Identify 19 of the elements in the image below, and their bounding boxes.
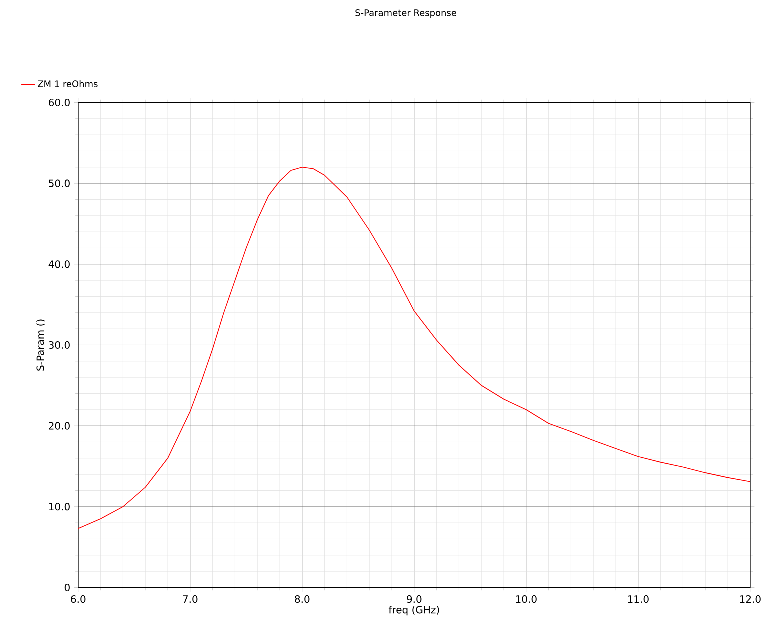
y-tick-label: 60.0 xyxy=(49,98,70,107)
x-tick-label: 8.0 xyxy=(295,596,310,604)
y-axis-title: S-Param () xyxy=(36,320,46,371)
chart-title: S-Parameter Response xyxy=(356,10,456,18)
x-tick-label: 12.0 xyxy=(740,596,761,604)
x-tick-label: 10.0 xyxy=(516,596,537,604)
x-tick-label: 7.0 xyxy=(183,596,198,604)
y-tick-label: 30.0 xyxy=(49,341,70,350)
y-tick-label: 50.0 xyxy=(49,180,70,188)
y-tick-label: 0 xyxy=(64,584,70,592)
line-series xyxy=(78,167,750,530)
x-tick-label: 11.0 xyxy=(628,596,649,604)
legend-label: ZM 1 reOhms xyxy=(38,80,98,88)
y-tick-label: 20.0 xyxy=(49,422,70,430)
x-tick-label: 9.0 xyxy=(407,596,422,604)
y-tick-label: 10.0 xyxy=(49,503,70,511)
y-tick-label: 40.0 xyxy=(48,260,70,268)
x-tick-label: 6.0 xyxy=(71,596,86,604)
x-axis-title: freq (GHz) xyxy=(388,606,440,616)
